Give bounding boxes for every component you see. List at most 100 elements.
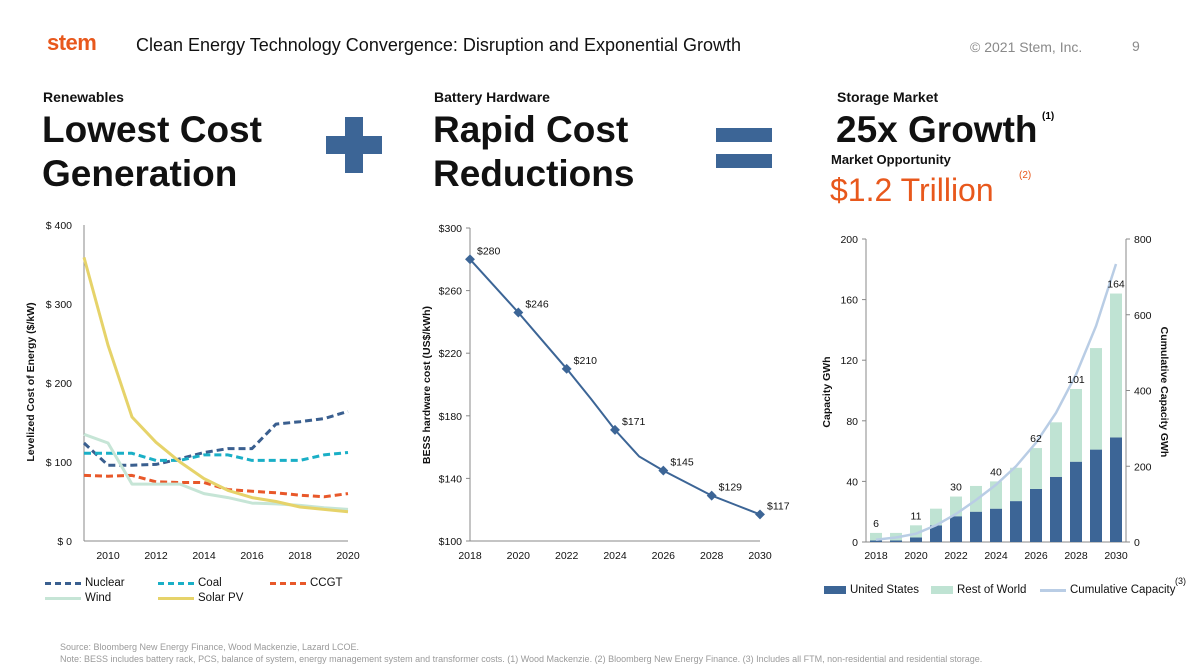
- stem-logo: stem: [47, 30, 97, 55]
- lcoe-x-tick: 2010: [96, 550, 120, 562]
- storage-y-tick: 160: [840, 295, 858, 307]
- bess-y-tick: $220: [439, 348, 463, 360]
- equals-icon: [716, 128, 772, 142]
- legend-solar: Solar PV: [158, 592, 243, 604]
- bess-cost-line: [469, 258, 761, 516]
- storage-y2-tick: 800: [1134, 234, 1152, 246]
- lcoe-x-tick: 2014: [192, 550, 216, 562]
- bar-rest-of-world-2025: [1010, 467, 1022, 502]
- storage-headline: 25x Growth: [836, 109, 1038, 150]
- legend-us-swatch: [824, 586, 846, 594]
- storage-x-tick: 2026: [1024, 550, 1048, 562]
- footer-note: Note: BESS includes battery rack, PCS, b…: [60, 654, 983, 664]
- bess-x-tick: 2024: [603, 550, 627, 562]
- storage-x-tick: 2028: [1064, 550, 1088, 562]
- equals-icon-lower: [716, 154, 772, 168]
- storage-x-tick: 2018: [864, 550, 888, 562]
- storage-x-tick: 2024: [984, 550, 1008, 562]
- lcoe-y-axis-label: Levelized Cost of Energy ($/kW): [25, 302, 37, 461]
- bar-united-states-2018: [870, 540, 882, 542]
- bess-x-tick: 2018: [458, 550, 482, 562]
- cumulative-capacity-line: [875, 263, 1118, 541]
- bess-data-label: $280: [477, 245, 501, 257]
- bar-united-states-2030: [1110, 437, 1122, 542]
- storage-y2-tick: 600: [1134, 310, 1152, 322]
- legend-nuclear: Nuclear: [45, 577, 125, 589]
- legend-wind: Wind: [45, 592, 111, 604]
- legend-cumulative: Cumulative Capacity: [1040, 584, 1175, 596]
- legend-coal: Coal: [158, 577, 222, 589]
- lcoe-y-tick: $ 0: [57, 536, 72, 548]
- bar-rest-of-world-2026: [1030, 448, 1042, 489]
- bess-y-tick: $100: [439, 536, 463, 548]
- storage-market-chart: 0 40 80 120 160 200 0 200 400 600 800 2018 2020 2022 2…: [821, 234, 1170, 562]
- legend-row-label: Rest of World: [957, 584, 1027, 596]
- bess-data-label: $145: [670, 457, 694, 469]
- legend-solar-swatch: [158, 596, 194, 600]
- renewables-heading-2: Generation: [42, 153, 238, 194]
- bar-rest-of-world-2030: [1110, 293, 1122, 438]
- lcoe-x-tick: 2016: [240, 550, 264, 562]
- legend-wind-label: Wind: [85, 592, 112, 604]
- bar-united-states-2024: [990, 508, 1002, 542]
- copyright: © 2021 Stem, Inc.: [970, 39, 1083, 55]
- lcoe-series-nuclear: [82, 409, 349, 467]
- storage-data-label: 30: [950, 482, 962, 494]
- bar-united-states-2023: [970, 511, 982, 542]
- legend-cumulative-swatch: [1040, 588, 1066, 592]
- bess-x-tick: 2030: [748, 550, 772, 562]
- lcoe-chart: $ 0 $ 100 $ 200 $ 300 $ 400 2010 2012 2014 2016 2…: [25, 220, 360, 562]
- bess-y-tick: $180: [439, 411, 463, 423]
- storage-data-label: 164: [1107, 279, 1125, 291]
- storage-y-tick: 200: [840, 234, 858, 246]
- footer-source: Source: Bloomberg New Energy Finance, Wo…: [60, 642, 359, 652]
- market-opportunity-footnote: (2): [1019, 170, 1032, 181]
- lcoe-series-wind: [83, 432, 349, 511]
- legend-wind-swatch: [45, 596, 81, 600]
- storage-data-label: 6: [873, 518, 879, 530]
- storage-y-axis-label: Capacity GWh: [821, 356, 833, 427]
- lcoe-x-tick: 2018: [288, 550, 312, 562]
- battery-label: Battery Hardware: [434, 89, 550, 105]
- lcoe-series-coal: [84, 451, 349, 462]
- storage-y2-tick: 400: [1134, 386, 1152, 398]
- legend-row-swatch: [931, 586, 953, 594]
- storage-y-tick: 120: [840, 355, 858, 367]
- lcoe-series-solar-pv: [82, 257, 349, 514]
- legend-ccgt-label: CCGT: [310, 577, 343, 589]
- market-opportunity-value: $1.2 Trillion: [830, 172, 994, 208]
- bess-point-2024: [610, 424, 620, 435]
- legend-ccgt: CCGT: [270, 577, 343, 589]
- bess-point-2026: [658, 465, 669, 476]
- bess-x-tick: 2026: [652, 550, 676, 562]
- slide-title: Clean Energy Technology Convergence: Dis…: [136, 35, 742, 55]
- bar-united-states-2026: [1030, 488, 1042, 542]
- lcoe-x-tick: 2020: [336, 550, 360, 562]
- storage-y-tick: 40: [846, 476, 858, 488]
- bess-x-tick: 2022: [555, 550, 579, 562]
- bess-x-tick: 2020: [507, 550, 531, 562]
- lcoe-y-tick: $ 200: [46, 378, 72, 390]
- storage-y-tick: 80: [846, 416, 858, 428]
- storage-y2-axis-label: Cumulative Capacity GWh: [1158, 327, 1170, 458]
- renewables-heading-1: Lowest Cost: [42, 109, 262, 150]
- legend-us-label: United States: [850, 584, 920, 596]
- legend-ccgt-swatch: [270, 581, 306, 585]
- bar-united-states-2019: [890, 540, 902, 542]
- bess-data-label: $117: [767, 500, 790, 512]
- legend-cumulative-label: Cumulative Capacity: [1070, 584, 1176, 596]
- bess-data-label: $246: [525, 299, 549, 311]
- legend-coal-swatch: [158, 581, 194, 585]
- legend-nuclear-label: Nuclear: [85, 577, 125, 589]
- bar-united-states-2028: [1070, 461, 1082, 542]
- storage-y2-tick: 200: [1134, 461, 1152, 473]
- bar-united-states-2027: [1050, 476, 1062, 542]
- bess-cost-chart: $100 $140 $180 $220 $260 $300 2018 2020 2022 2024…: [421, 223, 790, 562]
- bar-rest-of-world-2028: [1070, 388, 1082, 462]
- lcoe-y-tick: $ 400: [46, 220, 72, 232]
- bar-united-states-2020: [910, 537, 922, 542]
- bess-data-label: $129: [719, 482, 743, 494]
- legend-united-states: United States: [824, 584, 919, 596]
- bar-united-states-2029: [1090, 449, 1102, 542]
- storage-x-tick: 2022: [944, 550, 968, 562]
